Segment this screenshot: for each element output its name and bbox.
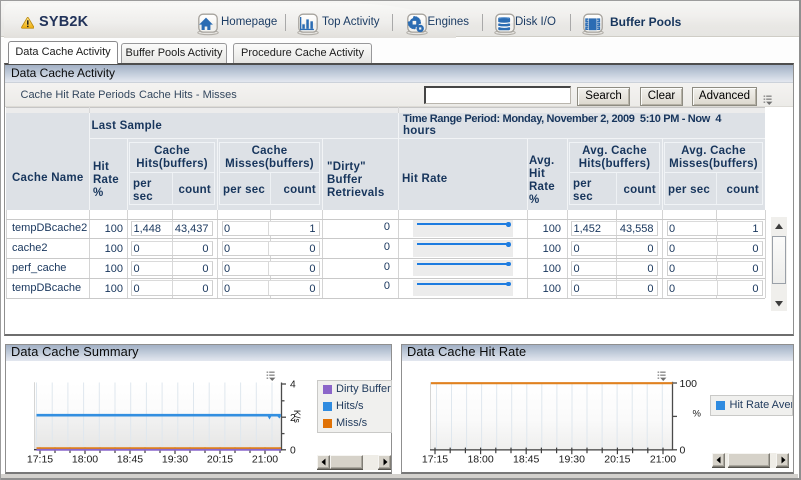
svg-text:20:15: 20:15 [604,454,630,466]
svg-text:17:15: 17:15 [27,454,53,466]
svg-text:21:00: 21:00 [650,454,676,466]
svg-text:18:45: 18:45 [513,454,539,466]
svg-text:100: 100 [680,378,698,390]
svg-text:18:00: 18:00 [467,454,493,466]
svg-text:4: 4 [290,380,296,391]
svg-text:0: 0 [290,445,296,456]
svg-text:%: % [693,409,702,420]
svg-text:2: 2 [290,413,296,424]
svg-text:18:45: 18:45 [117,454,143,466]
svg-text:19:30: 19:30 [162,454,188,466]
svg-text:18:00: 18:00 [72,454,98,466]
svg-text:20:15: 20:15 [207,454,233,466]
svg-text:21:00: 21:00 [252,454,278,466]
svg-text:19:30: 19:30 [559,454,585,466]
svg-text:17:15: 17:15 [422,454,448,466]
svg-text:0: 0 [680,445,686,457]
svg-text:K/s: K/s [292,410,302,424]
